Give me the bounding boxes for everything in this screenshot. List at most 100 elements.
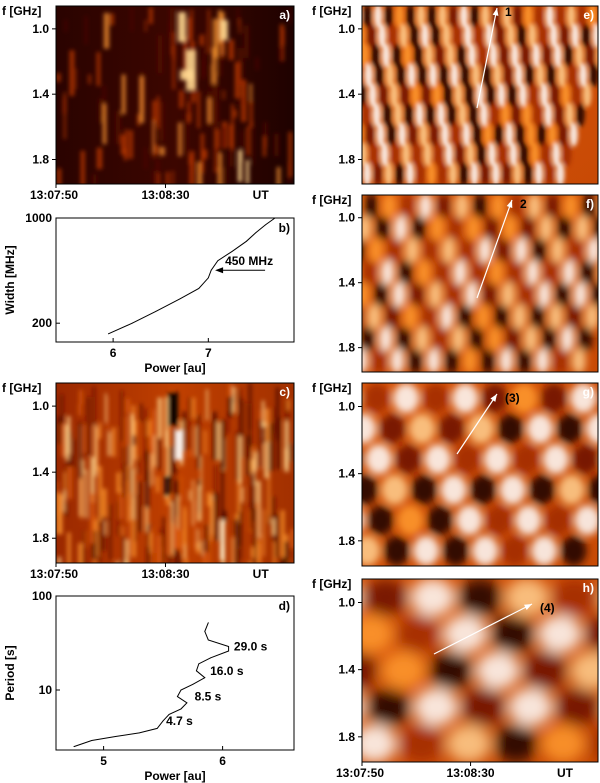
panelE-blob (523, 162, 533, 184)
panel-c-ytick-label: 1.4 (32, 465, 49, 479)
panel-a-emission-streak (120, 134, 125, 155)
panelE-blob (506, 23, 516, 48)
panelG-blob (544, 505, 571, 536)
panelF-blob (545, 195, 560, 220)
panelF-blob (591, 281, 598, 308)
panel-d-period-label: 16.0 s (210, 664, 244, 678)
panel-a-emission-streak (185, 89, 188, 103)
panelE-blob (456, 43, 466, 68)
panelE-blob (362, 43, 369, 68)
panelE-blob (467, 43, 477, 68)
panelF-blob (433, 325, 448, 352)
panel-a-emission-streak (157, 35, 163, 74)
panel-a-emission-streak (199, 34, 205, 46)
panelH-blob (362, 652, 379, 689)
panel-c-texture-streak (116, 472, 121, 494)
panel-c-texture-streak (232, 386, 236, 414)
panelE-blob (459, 6, 469, 28)
panelE-blob (481, 162, 490, 184)
panel-c-texture-streak (253, 528, 256, 563)
panelE-blob (471, 63, 481, 88)
panel-a-emission-streak (251, 121, 254, 165)
panelH-blob (428, 651, 473, 690)
panel-a-emission-streak (96, 147, 103, 170)
panelF-blob (362, 259, 377, 286)
panelD-data-point (180, 689, 182, 691)
panel-c-texture-streak (65, 460, 67, 501)
panelH-blob (588, 727, 598, 760)
panelB-data-point (265, 224, 266, 226)
panel-c-texture-streak (57, 556, 62, 563)
panel-c-texture-streak (109, 504, 112, 560)
panelF-blob (439, 303, 454, 330)
panelF-blob (562, 259, 577, 286)
panel-a-emission-streak (203, 33, 206, 77)
panel-a-emission-streak (222, 25, 225, 59)
panel-c-texture-streak (64, 502, 68, 516)
panel-a-emission-streak (209, 64, 212, 89)
panel-c-texture-streak (237, 479, 241, 524)
panelE-blob (558, 122, 568, 147)
panel-c-texture-streak (239, 396, 242, 438)
panelE-blob (389, 83, 399, 107)
panelE-ytick-label: 1.0 (338, 22, 355, 36)
panel-c-texture-streak (67, 532, 71, 563)
panel-c-texture-streak (264, 441, 269, 479)
panel-c-texture-streak (64, 424, 70, 460)
panelE-blob (550, 83, 560, 107)
panelE-blob (424, 43, 434, 68)
panel-c-texture-streak (92, 386, 96, 426)
panel-a-emission-streak (228, 39, 235, 61)
panelF-blob (398, 259, 413, 286)
panelE-blob (474, 23, 483, 48)
panelF-blob (473, 195, 487, 220)
panel-c-texture-streak (63, 471, 67, 500)
panelG-blob (558, 474, 585, 505)
panelF-blob (464, 281, 479, 308)
panel-c-texture-streak (208, 525, 211, 563)
panel-c-texture-streak (271, 518, 276, 536)
panel-a-emission-streak (220, 126, 226, 148)
panelF-blob (367, 303, 382, 330)
panelE-blob (387, 122, 396, 147)
panelE-blob (526, 122, 536, 147)
panelF-ytick-label: 1.8 (338, 341, 355, 355)
panelF-blob (405, 237, 420, 264)
panel-c-texture-streak (102, 488, 107, 518)
panel-a-emission-streak (80, 150, 85, 184)
panelE-blob (540, 83, 549, 107)
panel-c-texture-streak (120, 390, 124, 442)
panelF-blob (523, 325, 538, 352)
panelE-blob (365, 122, 375, 147)
panel-c-texture-streak (140, 403, 143, 423)
panel-c-texture-streak (93, 424, 97, 477)
panel-a-emission-streak (279, 24, 285, 62)
panel-c-texture-streak (115, 560, 119, 563)
panel-c-texture-streak (177, 529, 183, 549)
panelB-data-point (198, 288, 200, 289)
panelE-blob (556, 162, 565, 184)
panelH-arrow-line (433, 603, 533, 655)
panel-c-texture-streak (200, 455, 203, 490)
panelE-blob (464, 83, 474, 107)
panelD-data-point (115, 736, 116, 737)
panelF-blob (380, 259, 395, 286)
panelB-frame (55, 217, 295, 343)
panelD-data-point (73, 746, 75, 747)
panel-c-texture-streak (164, 396, 169, 448)
panelE-blob (460, 63, 470, 88)
panelF-blob (378, 325, 393, 352)
panel-a-emission-streak (237, 7, 239, 26)
panelE-blob (315, 83, 323, 107)
panel-c-texture-streak (284, 420, 290, 472)
panelE-blob (517, 23, 526, 48)
panel-c-texture-streak (146, 547, 151, 563)
panelF-blob (333, 237, 347, 263)
panelB-ytick-label: 1000 (25, 211, 52, 225)
panelE-blob (487, 142, 497, 167)
panel-a-emission-streak (56, 168, 62, 184)
panel-a-emission-streak (74, 68, 78, 90)
panel-a-emission-streak (128, 130, 133, 159)
panelE-blob (497, 83, 506, 107)
panel-d-line-chart: 5 6 100 10 Power [au] Period [s] d) 29.0 s 16.0 … (3, 589, 295, 783)
